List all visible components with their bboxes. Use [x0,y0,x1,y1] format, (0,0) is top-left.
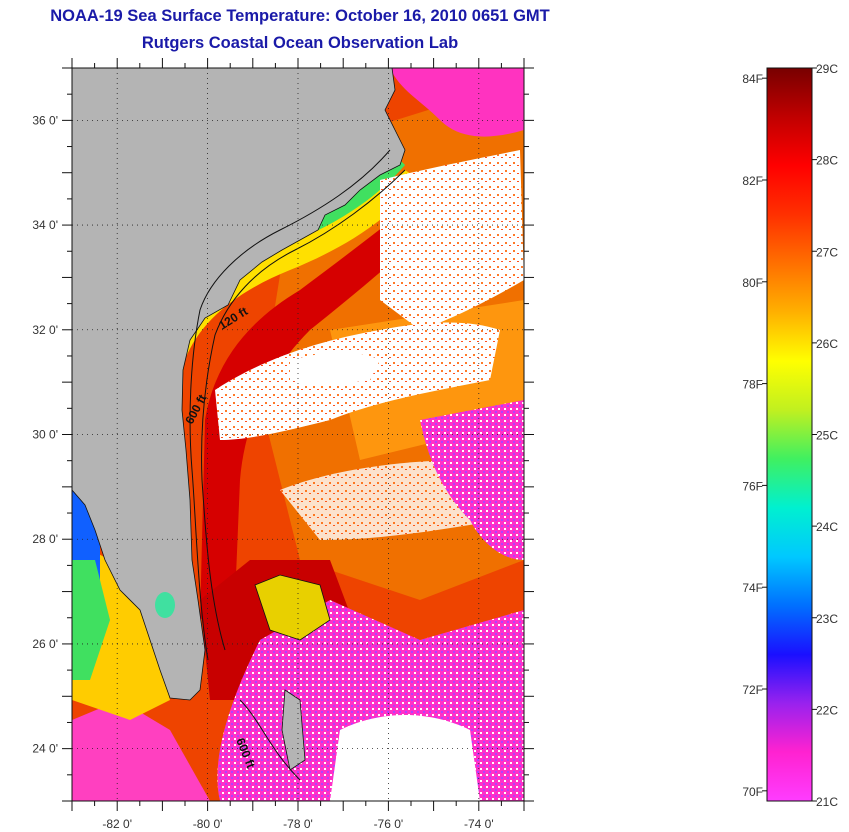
magenta-region-north [390,68,524,137]
cloud-patch-core [290,352,380,384]
colorbar [766,67,813,802]
contour-120ft [189,149,391,661]
magenta-region-east [420,400,524,560]
fahrenheit-label: 82F [742,174,763,188]
fahrenheit-label: 72F [742,683,763,697]
lake-okeechobee [155,592,175,618]
latitude-labels: 36 0' 34 0' 32 0' 30 0' 28 0' 26 0' 24 0' [32,113,58,755]
lon-label: -80 0' [193,817,223,831]
cloud-patch-north [380,150,524,330]
colorbar-labels: 29C 28C 27C 26C 25C 24C 23C 22C 21C 84F 82F 80F 78F 7… [742,62,838,809]
map-tick-marks [62,58,534,811]
map-gridlines [72,68,524,801]
lat-label: 36 0' [32,113,58,127]
lat-label: 30 0' [32,428,58,442]
celsius-label: 23C [816,612,838,626]
andros-island [281,689,306,771]
celsius-label: 28C [816,154,838,168]
celsius-label: 24C [816,520,838,534]
fahrenheit-label: 70F [742,785,763,799]
lon-label: -78 0' [283,817,313,831]
celsius-label: 29C [816,62,838,76]
lon-label: -76 0' [374,817,404,831]
lat-label: 28 0' [32,532,58,546]
fahrenheit-label: 80F [742,276,763,290]
bahamas-cloud [330,715,480,801]
lon-label: -82 0' [102,817,132,831]
map-subtitle: Rutgers Coastal Ocean Observation Lab [141,34,459,52]
land-southeast-us [72,68,406,701]
little-bahama-bank [254,574,331,641]
fahrenheit-label: 76F [742,479,763,493]
fahrenheit-label: 84F [742,72,763,86]
celsius-label: 21C [816,795,838,809]
fahrenheit-label: 78F [742,378,763,392]
fahrenheit-label: 74F [742,581,763,595]
celsius-label: 26C [816,337,838,351]
celsius-label: 25C [816,429,838,443]
lat-label: 24 0' [32,742,58,756]
lat-label: 26 0' [32,637,58,651]
lat-label: 34 0' [32,218,58,232]
colorbar-ticks [762,67,817,802]
contour-600ft-south [239,699,301,781]
map-title: NOAA-19 Sea Surface Temperature: October… [50,7,550,25]
gulf-green-shelf [72,560,110,680]
celsius-label: 22C [816,703,838,717]
lat-label: 32 0' [32,323,58,337]
magenta-region-gulf [72,700,210,801]
celsius-label: 27C [816,245,838,259]
lon-label: -74 0' [464,817,494,831]
map-panel [72,68,524,801]
longitude-labels: -82 0' -80 0' -78 0' -76 0' -74 0' [102,817,493,831]
contour-600ft [201,169,406,651]
